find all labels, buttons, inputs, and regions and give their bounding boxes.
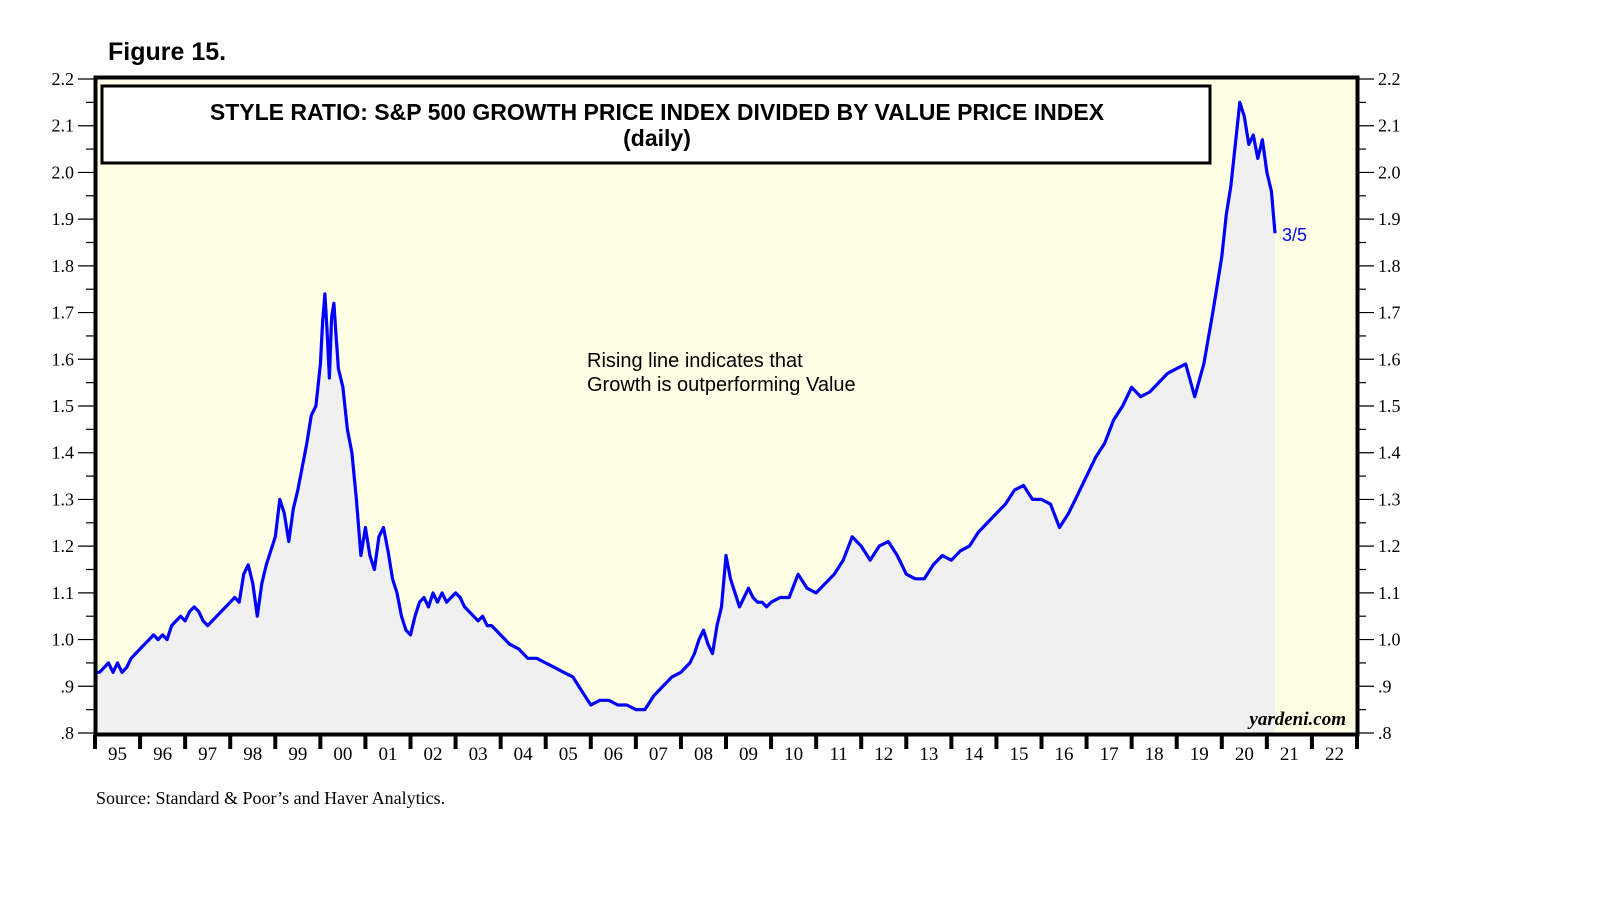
annotation-line-1: Rising line indicates that <box>587 350 803 372</box>
watermark: yardeni.com <box>1247 709 1346 730</box>
x-tick-label: 02 <box>424 744 443 765</box>
y-axis-left: .8 .9 1.0 1.1 1.2 1.3 1.4 1.5 1.6 1.7 1.8 1.9 2.0 2.1… <box>52 69 95 743</box>
x-tick-label: 17 <box>1100 744 1119 765</box>
y-tick-label-right: 2.2 <box>1378 69 1401 89</box>
y-tick-label-right: 1.5 <box>1378 396 1401 416</box>
x-tick-label: 21 <box>1280 744 1299 765</box>
x-tick-label: 96 <box>153 744 172 765</box>
y-tick-label-right: 2.1 <box>1378 116 1401 136</box>
x-tick-label: 97 <box>198 744 217 765</box>
y-tick-label-left: 1.2 <box>52 536 75 556</box>
x-tick-label: 20 <box>1235 744 1254 765</box>
x-tick-label: 13 <box>919 744 938 765</box>
title-box <box>100 84 1212 165</box>
y-axis-right: .8 .9 1.0 1.1 1.2 1.3 1.4 1.5 1.6 1.7 1.8 1.9 2.0 2.1… <box>1357 69 1401 743</box>
x-tick-label: 99 <box>288 744 307 765</box>
y-tick-label-right: 1.0 <box>1378 630 1401 650</box>
y-tick-label-right: 1.9 <box>1378 209 1401 229</box>
chart-title: STYLE RATIO: S&P 500 GROWTH PRICE INDEX … <box>210 99 1105 125</box>
y-tick-label-right: 1.1 <box>1378 583 1401 603</box>
series-area <box>95 102 1275 733</box>
x-tick-label: 03 <box>469 744 488 765</box>
y-tick-label-right: .9 <box>1378 676 1392 696</box>
y-tick-label-left: 1.0 <box>52 630 75 650</box>
y-tick-label-right: .8 <box>1378 723 1392 743</box>
y-tick-label-left: 1.9 <box>52 209 75 229</box>
y-tick-label-right: 1.4 <box>1378 443 1401 463</box>
x-tick-label: 15 <box>1009 744 1028 765</box>
figure-label: Figure 15. <box>108 38 227 66</box>
chart-subtitle: (daily) <box>623 125 691 151</box>
x-tick-label: 14 <box>964 744 984 765</box>
x-tick-label: 95 <box>108 744 127 765</box>
x-tick-label: 16 <box>1055 744 1074 765</box>
x-tick-label: 00 <box>333 744 352 765</box>
x-tick-label: 98 <box>243 744 262 765</box>
y-tick-label-left: 1.7 <box>52 303 75 323</box>
y-tick-label-left: .9 <box>61 676 75 696</box>
y-tick-label-right: 2.0 <box>1378 162 1401 182</box>
y-tick-label-right: 1.2 <box>1378 536 1401 556</box>
annotation-line-2: Growth is outperforming Value <box>587 374 856 396</box>
y-tick-label-right: 1.7 <box>1378 303 1401 323</box>
y-tick-label-left: 1.4 <box>52 443 75 463</box>
x-tick-label: 11 <box>830 744 848 765</box>
y-tick-label-left: 2.2 <box>52 69 75 89</box>
x-tick-label: 06 <box>604 744 623 765</box>
x-tick-label: 09 <box>739 744 758 765</box>
y-tick-label-right: 1.3 <box>1378 489 1401 509</box>
x-tick-label: 19 <box>1190 744 1209 765</box>
x-tick-label: 22 <box>1325 744 1344 765</box>
x-tick-label: 18 <box>1145 744 1164 765</box>
y-tick-label-left: 1.6 <box>52 349 75 369</box>
x-tick-label: 01 <box>378 744 397 765</box>
y-tick-label-left: 1.8 <box>52 256 75 276</box>
y-tick-label-left: 2.0 <box>52 162 75 182</box>
x-tick-label: 05 <box>559 744 578 765</box>
x-tick-label: 10 <box>784 744 803 765</box>
y-tick-label-left: 1.5 <box>52 396 75 416</box>
x-tick-label: 12 <box>874 744 893 765</box>
y-tick-label-left: 1.3 <box>52 489 75 509</box>
y-tick-label-right: 1.8 <box>1378 256 1401 276</box>
source-note: Source: Standard & Poor’s and Haver Anal… <box>96 788 446 808</box>
end-date-label: 3/5 <box>1282 225 1307 245</box>
x-tick-label: 08 <box>694 744 713 765</box>
x-tick-label: 07 <box>649 744 668 765</box>
series-line <box>95 100 1277 712</box>
x-axis: 95 96 97 98 99 00 01 02 03 04 05 06 07 08 09 10 11 12 13 14… <box>93 735 1359 765</box>
y-tick-label-left: 1.1 <box>52 583 75 603</box>
y-tick-label-right: 1.6 <box>1378 349 1401 369</box>
y-tick-label-left: .8 <box>61 723 75 743</box>
x-tick-label: 04 <box>514 744 534 765</box>
y-tick-label-left: 2.1 <box>52 116 75 136</box>
